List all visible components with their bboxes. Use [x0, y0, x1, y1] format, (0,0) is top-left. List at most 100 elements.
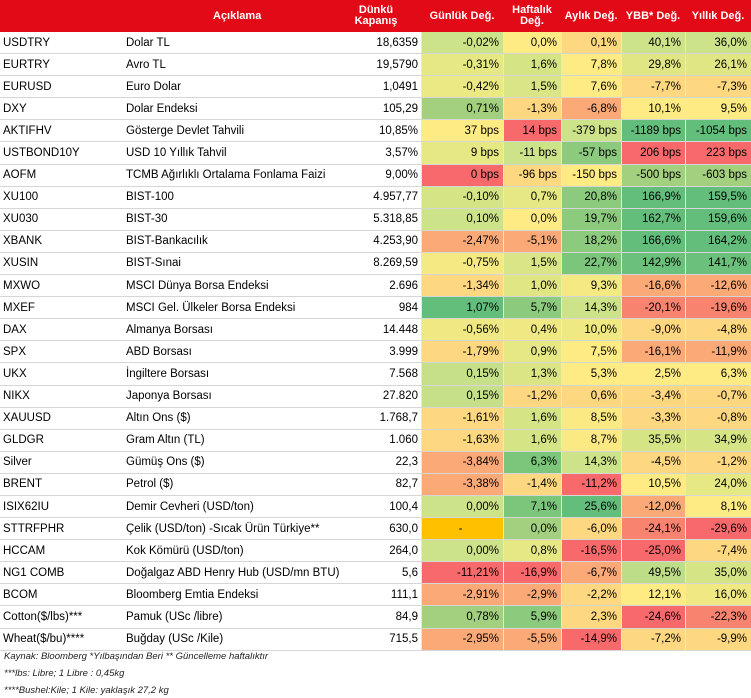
- monthly-change-cell: 9,3%: [561, 275, 621, 297]
- ytd-change-cell: 166,6%: [621, 230, 685, 252]
- daily-change-cell: -0,42%: [421, 76, 503, 98]
- yearly-change-cell: 159,6%: [685, 208, 751, 230]
- yearly-change-cell: -603 bps: [685, 164, 751, 186]
- close-cell: 1.060: [389, 434, 418, 447]
- monthly-change-cell: -6,8%: [561, 98, 621, 120]
- ticker-cell: NG1 COMB: [3, 566, 65, 579]
- table-row: Cotton($/lbs)*** Pamuk (USc /libre) 84,9 0,…: [0, 606, 751, 629]
- yearly-change-cell: 8,1%: [685, 495, 751, 518]
- close-cell: 5,6: [402, 566, 418, 579]
- monthly-change-cell: 7,6%: [561, 76, 621, 98]
- table-row: USDTRY Dolar TL 18,6359 -0,02% 0,0% 0,1% 40,1%…: [0, 32, 751, 55]
- footnote-source: Kaynak: Bloomberg *Yılbaşından Beri ** G…: [4, 651, 269, 662]
- description-cell: Avro TL: [126, 58, 166, 71]
- daily-change-cell: -1,63%: [421, 429, 503, 451]
- weekly-change-cell: 0,0%: [503, 208, 561, 230]
- weekly-change-cell: 1,5%: [503, 76, 561, 98]
- ticker-cell: USDTRY: [3, 36, 51, 49]
- ticker-cell: AKTIFHV: [3, 124, 52, 137]
- header-yearly-change: Yıllık Değ.: [691, 9, 745, 22]
- monthly-change-cell: -6,7%: [561, 562, 621, 584]
- ticker-cell: DAX: [3, 323, 27, 336]
- ticker-cell: MXEF: [3, 301, 35, 314]
- monthly-change-cell: 10,0%: [561, 319, 621, 341]
- ticker-cell: MXWO: [3, 279, 41, 292]
- yearly-change-cell: -22,3%: [685, 606, 751, 628]
- ticker-cell: BCOM: [3, 588, 38, 601]
- daily-change-cell: 0,00%: [421, 540, 503, 562]
- monthly-change-cell: -379 bps: [561, 120, 621, 142]
- weekly-change-cell: 0,4%: [503, 319, 561, 341]
- close-cell: 715,5: [389, 633, 418, 646]
- ticker-cell: ISIX62IU: [3, 500, 50, 513]
- yearly-change-cell: -12,6%: [685, 275, 751, 297]
- table-body: USDTRY Dolar TL 18,6359 -0,02% 0,0% 0,1% 40,1%…: [0, 32, 751, 651]
- ytd-change-cell: 35,5%: [621, 429, 685, 451]
- description-cell: Gösterge Devlet Tahvili: [126, 124, 245, 137]
- ytd-change-cell: -25,0%: [621, 540, 685, 562]
- ytd-change-cell: 10,1%: [621, 98, 685, 120]
- daily-change-cell: -0,56%: [421, 319, 503, 341]
- yearly-change-cell: -7,3%: [685, 76, 751, 98]
- header-close: Dünkü Kapanış: [354, 4, 398, 27]
- ticker-cell: DXY: [3, 102, 27, 115]
- yearly-change-cell: 9,5%: [685, 98, 751, 120]
- description-cell: Buğday (USc /Kile): [126, 633, 224, 646]
- close-cell: 111,1: [390, 588, 418, 601]
- weekly-change-cell: 1,5%: [503, 252, 561, 275]
- close-cell: 4.957,77: [373, 191, 418, 204]
- description-cell: BIST-Bankacılık: [126, 235, 208, 248]
- ytd-change-cell: 12,1%: [621, 584, 685, 606]
- yearly-change-cell: 16,0%: [685, 584, 751, 606]
- daily-change-cell: -1,79%: [421, 341, 503, 363]
- ticker-cell: GLDGR: [3, 434, 44, 447]
- ytd-change-cell: 206 bps: [621, 142, 685, 164]
- description-cell: Bloomberg Emtia Endeksi: [126, 588, 259, 601]
- yearly-change-cell: 159,5%: [685, 186, 751, 208]
- ticker-cell: AOFM: [3, 169, 37, 182]
- yearly-change-cell: -4,8%: [685, 319, 751, 341]
- table-row: EURTRY Avro TL 19,5790 -0,31% 1,6% 7,8% 29,8% 2…: [0, 54, 751, 77]
- daily-change-cell: -0,02%: [421, 32, 503, 54]
- header-blank: [0, 0, 123, 32]
- table-header: Açıklama Dünkü Kapanış Günlük Değ. Hafta…: [0, 0, 751, 32]
- footnote-pound: ***lbs: Libre; 1 Libre : 0,45kg: [4, 668, 125, 679]
- ytd-change-cell: -9,0%: [621, 319, 685, 341]
- monthly-change-cell: 8,5%: [561, 407, 621, 429]
- table-row: GLDGR Gram Altın (TL) 1.060 -1,63% 1,6% 8,7% 3…: [0, 429, 751, 452]
- close-cell: 22,3: [395, 456, 418, 469]
- yearly-change-cell: -1054 bps: [685, 120, 751, 142]
- description-cell: Doğalgaz ABD Henry Hub (USD/mn BTU): [126, 566, 340, 579]
- close-cell: 27.820: [382, 390, 418, 403]
- yearly-change-cell: 141,7%: [685, 252, 751, 275]
- table-row: MXWO MSCI Dünya Borsa Endeksi 2.696 -1,34% 1…: [0, 275, 751, 298]
- table-row: XU100 BIST-100 4.957,77 -0,10% 0,7% 20,8% 166,…: [0, 186, 751, 209]
- daily-change-cell: -3,38%: [421, 473, 503, 495]
- close-cell: 10,85%: [378, 124, 418, 137]
- ticker-cell: BRENT: [3, 478, 42, 491]
- monthly-change-cell: 14,3%: [561, 451, 621, 473]
- description-cell: Kok Kömürü (USD/ton): [126, 544, 244, 557]
- ytd-change-cell: -4,5%: [621, 451, 685, 473]
- weekly-change-cell: 0,7%: [503, 186, 561, 208]
- description-cell: Almanya Borsası: [126, 323, 213, 336]
- header-description: Açıklama: [213, 9, 262, 22]
- weekly-change-cell: -1,2%: [503, 385, 561, 407]
- close-cell: 630,0: [389, 522, 418, 535]
- monthly-change-cell: 5,3%: [561, 363, 621, 385]
- weekly-change-cell: 1,6%: [503, 429, 561, 451]
- yearly-change-cell: -0,7%: [685, 385, 751, 407]
- table-row: XU030 BIST-30 5.318,85 0,10% 0,0% 19,7% 162,7%…: [0, 208, 751, 231]
- close-cell: 5.318,85: [373, 213, 418, 226]
- table-row: BRENT Petrol ($) 82,7 -3,38% -1,4% -11,2% 10,5…: [0, 473, 751, 496]
- table-row: DAX Almanya Borsası 14.448 -0,56% 0,4% 10,0% -…: [0, 319, 751, 342]
- description-cell: BIST-30: [126, 213, 168, 226]
- daily-change-cell: -: [421, 518, 503, 540]
- ytd-change-cell: -7,2%: [621, 628, 685, 650]
- ticker-cell: XU100: [3, 191, 39, 204]
- monthly-change-cell: 0,1%: [561, 32, 621, 54]
- close-cell: 105,29: [382, 102, 418, 115]
- weekly-change-cell: 6,3%: [503, 451, 561, 473]
- description-cell: Gümüş Ons ($): [126, 456, 205, 469]
- yearly-change-cell: 164,2%: [685, 230, 751, 252]
